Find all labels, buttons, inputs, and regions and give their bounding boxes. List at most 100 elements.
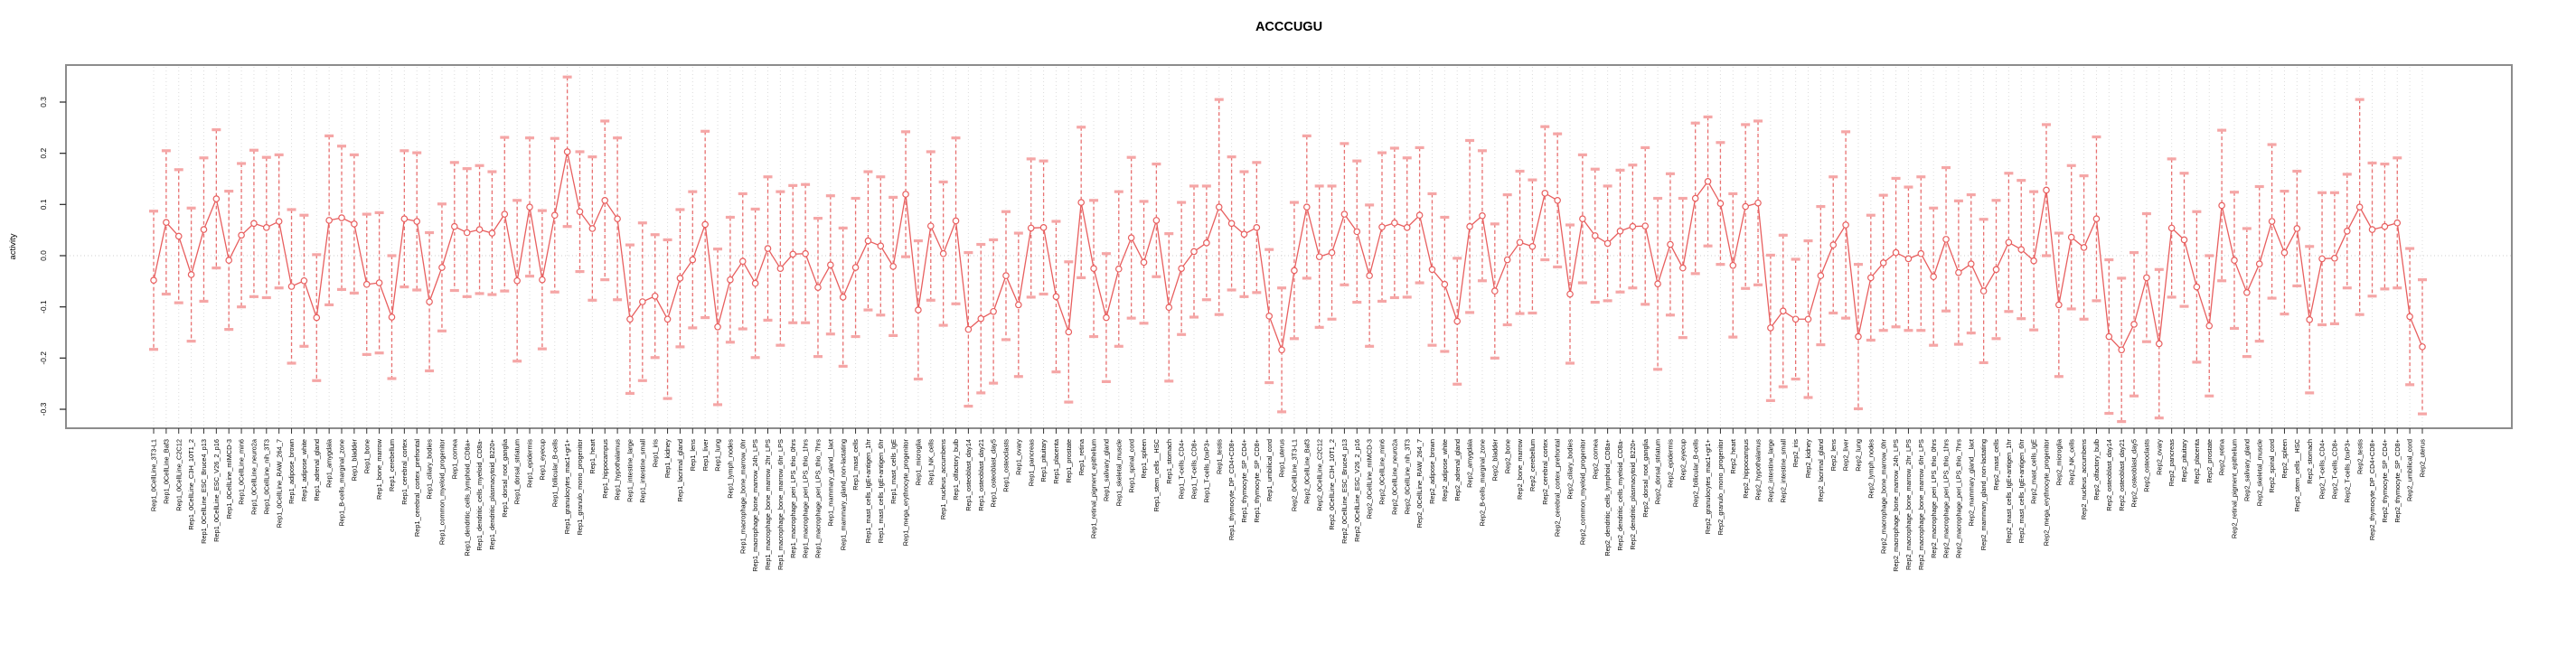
- data-point: [2205, 322, 2214, 330]
- data-point: [1315, 253, 1323, 260]
- data-point: [163, 219, 170, 226]
- x-tick-label: Rep2_macrophage_peri_LPS_thio_1hrs: [1942, 439, 1951, 558]
- x-tick-label: Rep1_dorsal_root_ganglia: [501, 438, 509, 518]
- data-point: [1152, 217, 1161, 224]
- chart-title: ACCCUGU: [1255, 20, 1322, 34]
- data-point: [2393, 219, 2402, 227]
- x-tick-label: Rep2_macrophage_bone_marrow_6hr_LPS: [1917, 439, 1925, 570]
- data-point: [1603, 239, 1612, 248]
- x-tick-label: Rep2_olfactory_bulb: [2092, 439, 2101, 501]
- x-tick-label: Rep1_amygdala: [325, 438, 334, 488]
- x-tick-label: Rep2_stomach: [2306, 439, 2314, 484]
- data-point: [463, 229, 471, 237]
- x-tick-label: Rep2_bladder: [1490, 438, 1499, 481]
- data-point: [2355, 203, 2364, 211]
- data-point: [2155, 340, 2163, 348]
- data-point: [2167, 224, 2176, 232]
- x-tick-label: Rep1_adrenal_gland: [313, 439, 321, 501]
- x-tick-label: Rep1_T-cells_CD4+: [1178, 439, 1186, 499]
- x-tick-label: Rep1_osteoblast_day21: [977, 439, 985, 511]
- x-tick-label: Rep2_T-cells_CD4+: [2318, 439, 2327, 499]
- x-tick-label: Rep2_macrophage_bone_marrow_2hr_LPS: [1904, 439, 1913, 570]
- x-tick-label: Rep1_liver: [701, 438, 710, 471]
- x-tick-label: Rep2_0CellLine_ESC_Bruce4_p13: [1340, 439, 1349, 544]
- data-point: [1503, 256, 1511, 264]
- x-tick-label: Rep2_bone_marrow: [1516, 438, 1524, 500]
- data-point: [614, 215, 621, 222]
- data-point: [1328, 248, 1336, 257]
- x-tick-label: Rep1_mast_cells_IgE+antigen_1hr: [864, 438, 872, 543]
- data-point: [2381, 222, 2389, 230]
- x-tick-label: Rep1_lacrimal_gland: [676, 439, 684, 501]
- x-tick-label: Rep2_0CellLine_C3H_10T1_2: [1328, 439, 1336, 530]
- x-tick-label: Rep1_0CellLine_min6: [238, 439, 246, 505]
- data-point: [2043, 186, 2050, 194]
- data-point: [851, 264, 860, 271]
- x-tick-label: Rep1_0CellLine_nih_3T3: [262, 439, 270, 514]
- data-point: [639, 298, 646, 305]
- data-point: [902, 191, 909, 198]
- x-tick-label: Rep1_pancreas: [1027, 439, 1035, 486]
- data-point: [1391, 219, 1398, 227]
- x-tick-label: Rep1_common_myeloid_progenitor: [438, 438, 447, 545]
- x-tick-label: Rep1_retinal_pigment_epithelium: [1090, 439, 1098, 538]
- x-tick-label: Rep2_testis: [2355, 439, 2364, 474]
- x-tick-label: Rep1_hippocampus: [601, 439, 609, 499]
- data-point: [588, 225, 597, 232]
- x-tick-label: Rep1_dendritic_cells_myeloid_CD8a-: [475, 438, 484, 550]
- x-tick-label: Rep2_dorsal_striatum: [1654, 439, 1662, 504]
- data-point: [1140, 258, 1148, 267]
- data-point: [1992, 266, 2000, 274]
- data-point: [1027, 224, 1035, 232]
- data-point: [287, 283, 296, 290]
- x-tick-label: Rep2_0CellLine_neuro2a: [1390, 438, 1398, 515]
- x-tick-label: Rep2_bone: [1503, 439, 1511, 473]
- data-point: [2255, 260, 2263, 267]
- x-tick-label: Rep1_eyecup: [538, 439, 546, 481]
- x-tick-label: Rep1_macrophage_peri_LPS_thio_1hrs: [802, 439, 810, 558]
- x-tick-label: Rep2_stem_cells__HSC: [2293, 438, 2301, 511]
- data-point: [275, 218, 283, 225]
- data-point: [1729, 261, 1737, 269]
- x-tick-label: Rep1_retina: [1077, 438, 1086, 475]
- data-point: [475, 226, 484, 233]
- data-point: [738, 257, 747, 266]
- x-tick-label: Rep1_macrophage_peri_LPS_thio_7hrs: [814, 439, 823, 558]
- x-tick-label: Rep1_osteoblast_day5: [990, 439, 998, 508]
- x-tick-label: Rep2_dendritic_cells_lymphoid_CD8a+: [1603, 439, 1612, 557]
- data-point: [1441, 280, 1449, 288]
- data-point: [2293, 225, 2301, 232]
- y-tick-label: -0.1: [39, 300, 48, 313]
- data-point: [300, 276, 308, 285]
- x-tick-label: Rep2_osteoblast_day21: [2118, 439, 2126, 511]
- data-point: [1629, 222, 1637, 230]
- x-tick-label: Rep2_granulo_mono_progenitor: [1716, 438, 1725, 535]
- data-point: [2268, 218, 2276, 225]
- x-tick-label: Rep2_0CellLine_ESC_V26_2_p16: [1353, 439, 1361, 542]
- data-point: [1942, 236, 1950, 243]
- data-point: [338, 214, 345, 221]
- data-point: [939, 249, 947, 257]
- data-point: [2280, 248, 2289, 257]
- x-tick-label: Rep1_bone: [362, 439, 371, 473]
- x-tick-label: Rep2_cerebral_cortex: [1541, 439, 1549, 505]
- data-point: [225, 257, 233, 264]
- x-tick-label: Rep2_retinal_pigment_epithelium: [2231, 439, 2239, 538]
- data-point: [676, 275, 684, 282]
- data-point: [513, 276, 521, 285]
- data-point: [1353, 228, 1361, 236]
- x-tick-label: Rep2_thymocyte_SP_CD8+: [2393, 439, 2402, 523]
- x-tick-label: Rep2_macrophage_bone_marrow_24h_LPS: [1892, 439, 1900, 572]
- data-point: [576, 208, 584, 216]
- x-tick-label: Rep2_umbilical_cord: [2406, 439, 2414, 501]
- x-tick-label: Rep2_eyecup: [1678, 439, 1687, 481]
- x-tick-label: Rep2_T-cells_foxP3+: [2343, 439, 2351, 502]
- data-point: [601, 196, 609, 204]
- x-tick-label: Rep1_mammary_gland__lact: [826, 439, 834, 527]
- data-point: [501, 211, 509, 218]
- data-layer: [149, 75, 2427, 424]
- data-point: [1516, 239, 1524, 247]
- data-point: [2231, 257, 2238, 264]
- x-tick-label: Rep1_0CellLine_3T3-L1: [150, 439, 158, 511]
- x-tick-label: Rep2_mega_erythrocyte_progenitor: [2043, 438, 2051, 546]
